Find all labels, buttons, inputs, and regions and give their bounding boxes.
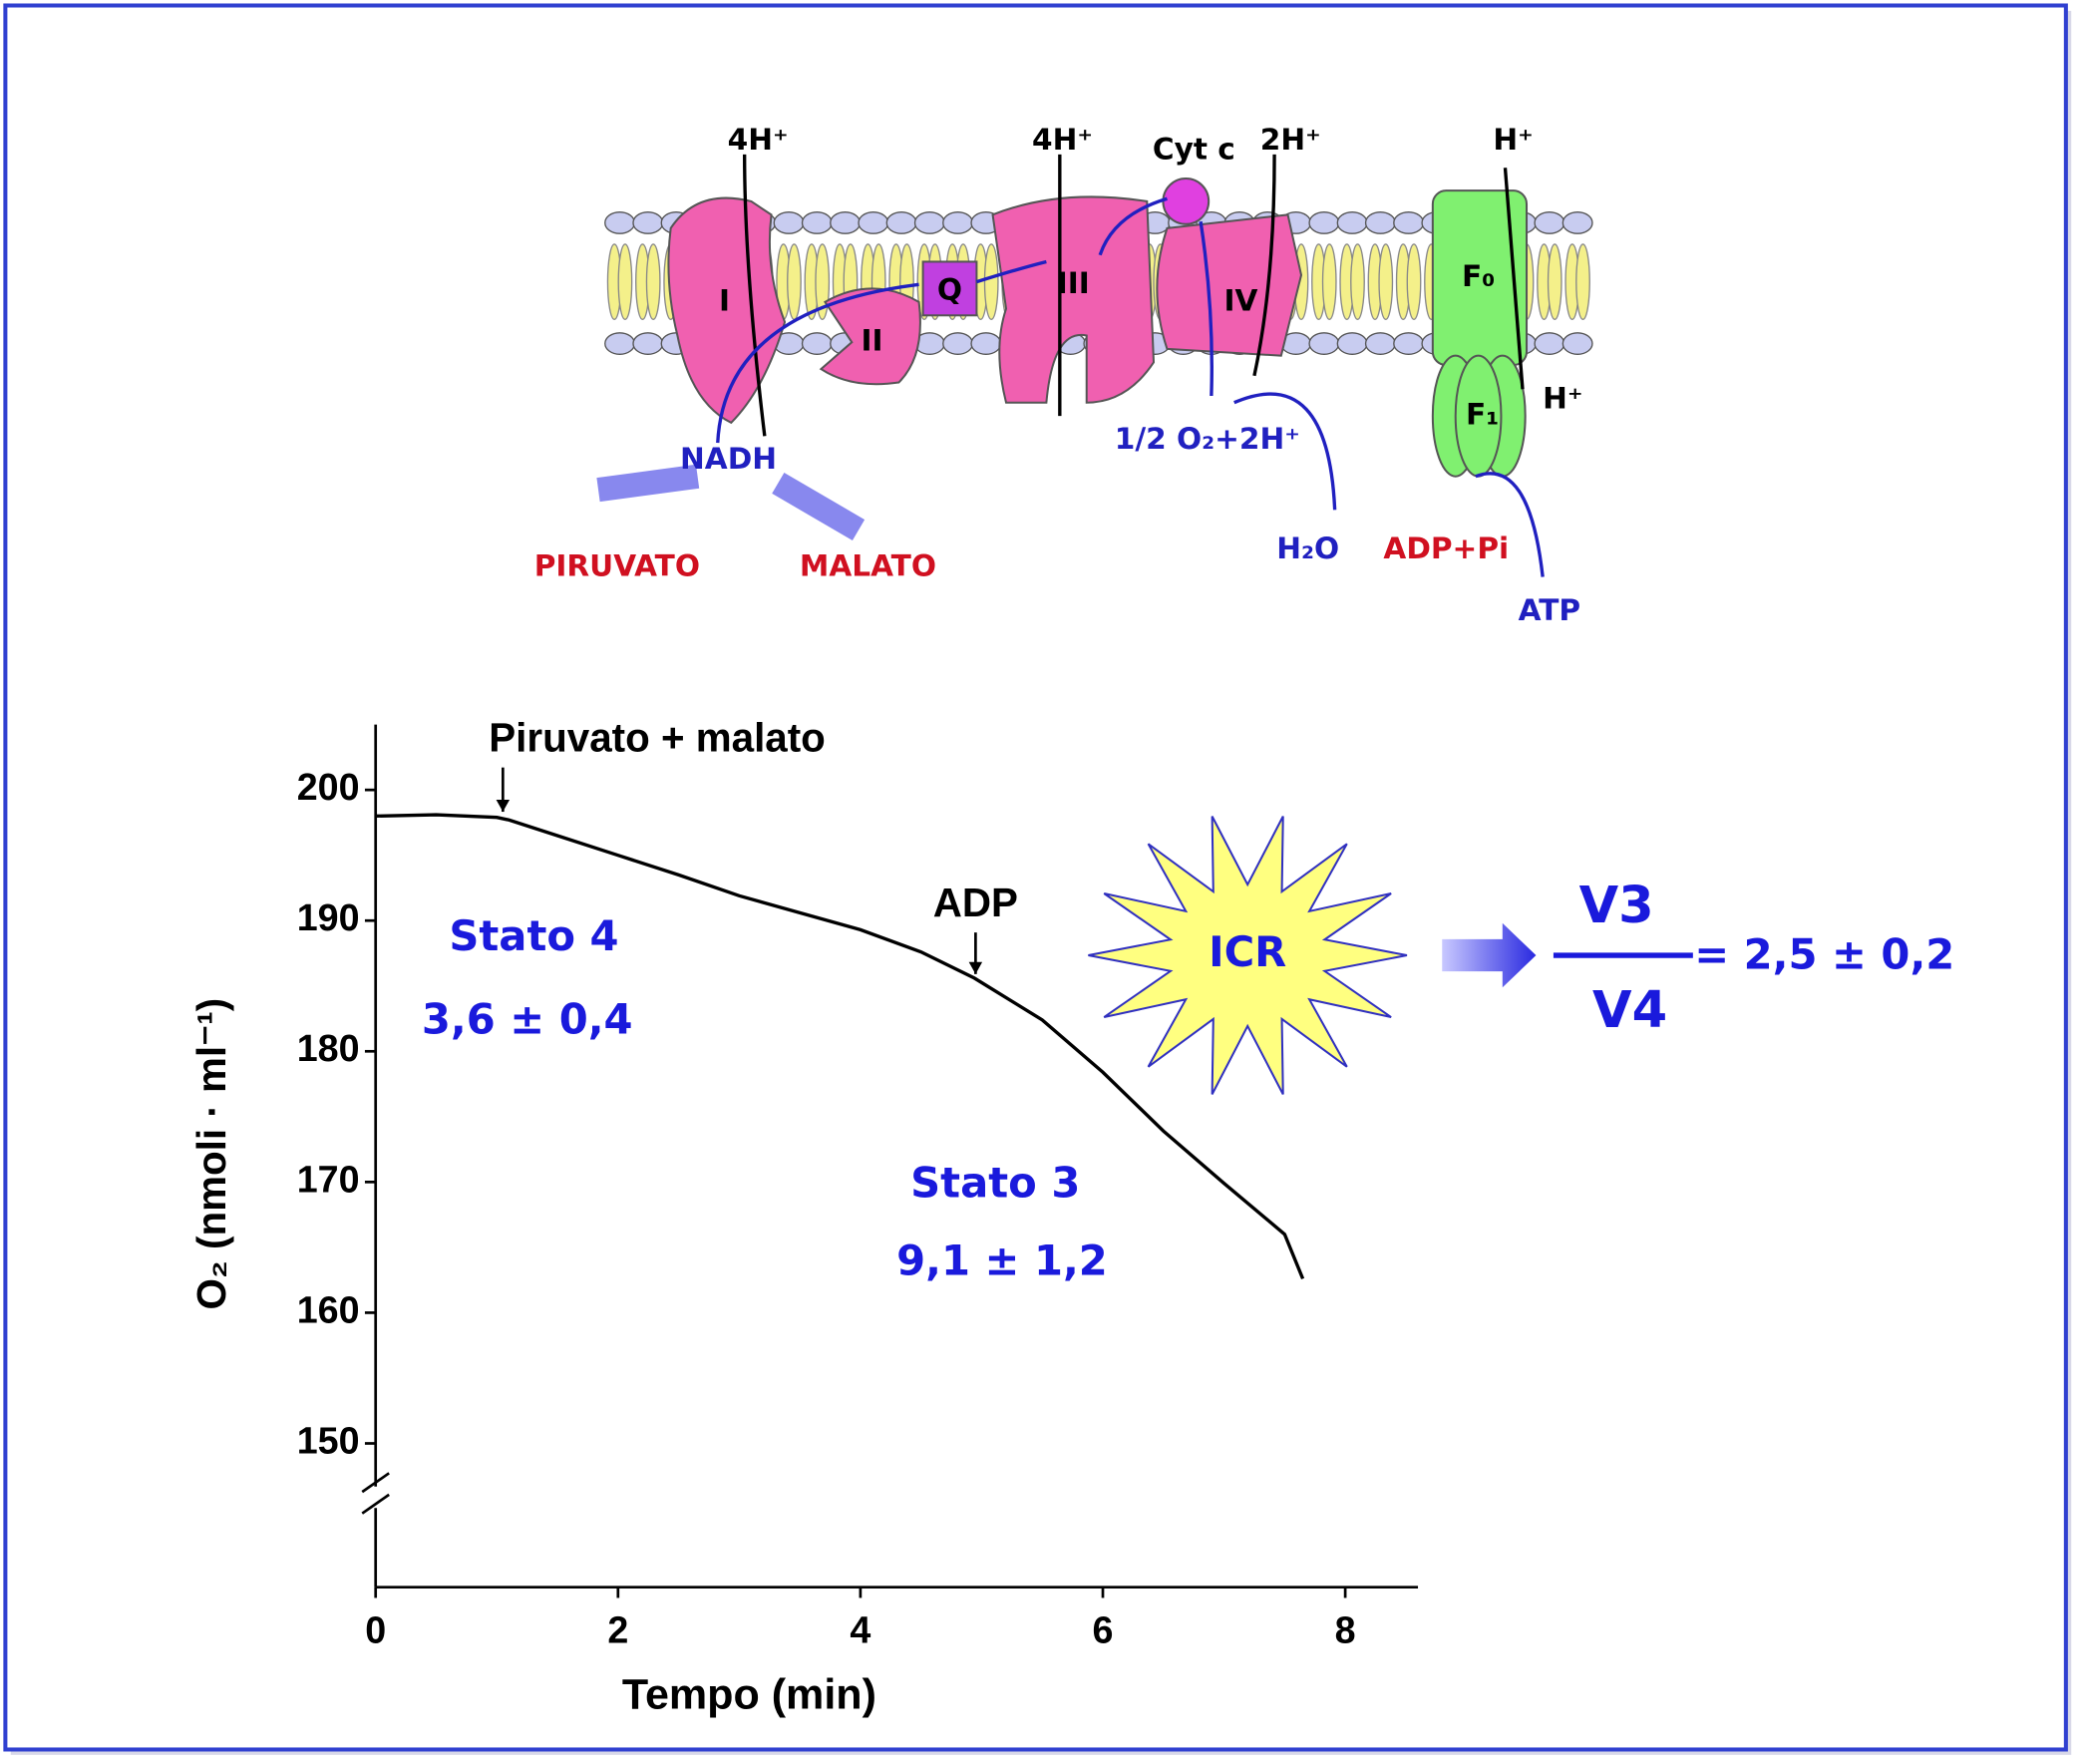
y-tick-label: 190 (297, 896, 360, 938)
diagram-label: 1/2 O₂+2H⁺ (1115, 422, 1300, 456)
proteins (667, 177, 1529, 478)
lipid-head (858, 211, 889, 234)
text-label: Stato 4 (449, 911, 618, 960)
lipid-head (1336, 332, 1368, 355)
y-tick-label: 160 (297, 1288, 360, 1330)
x-tick-label: 8 (1335, 1608, 1356, 1650)
text-label: 9,1 ± 1,2 (896, 1235, 1108, 1284)
x-tick-label: 4 (850, 1608, 870, 1650)
lipid-head (942, 332, 974, 355)
lipid-head (632, 332, 664, 355)
diagram-label: NADH (680, 442, 777, 476)
x-tick-label: 6 (1093, 1608, 1114, 1650)
lipid-head (1562, 332, 1593, 355)
diagram-label: 4H⁺ (728, 123, 789, 157)
lipid-tail (787, 243, 802, 320)
arrows (596, 154, 1545, 577)
y-tick-label: 170 (297, 1158, 360, 1200)
diagram-label: H₂O (1276, 531, 1339, 565)
lipid-head (830, 211, 862, 234)
lipid-tail (617, 243, 633, 320)
lipid-head (604, 332, 636, 355)
lipid-head (604, 211, 636, 234)
y-axis-label: O₂ (nmoli · ml⁻¹) (188, 998, 234, 1310)
lipid-tail (1575, 243, 1590, 320)
lipid-tail (645, 243, 661, 320)
diagram-label: I (719, 283, 730, 317)
block-arrow (1442, 922, 1537, 988)
lipid-head (1364, 332, 1396, 355)
diagram-label: III (1057, 266, 1090, 300)
y-tick-label: 200 (297, 766, 360, 808)
lipid-head (1393, 332, 1425, 355)
lipid-head (885, 211, 917, 234)
lipid-head (801, 211, 833, 234)
lipid-head (942, 211, 974, 234)
axis-break (361, 1472, 390, 1494)
lipid-head (801, 332, 833, 355)
x-tick-label: 0 (365, 1608, 386, 1650)
lipid-tail (1321, 243, 1337, 320)
lipid-head (1364, 211, 1396, 234)
annotation: ADP (933, 880, 1018, 925)
lipid-tail (1350, 243, 1365, 320)
axis-break (361, 1493, 390, 1515)
text-label: = 2,5 ± 0,2 (1694, 930, 1954, 979)
diagram-label: 2H⁺ (1260, 123, 1321, 157)
diagram-label: ADP+Pi (1383, 531, 1509, 565)
y-tick-label: 150 (297, 1419, 360, 1461)
lipid-head (632, 211, 664, 234)
lipid-head (1336, 211, 1368, 234)
chart: 150 160 170 180 190 200 0 2 4 6 8 Tempo (min) O₂ (nm… (188, 714, 1954, 1718)
lipid-tail (1547, 243, 1562, 320)
diagram-label: H⁺ (1493, 123, 1533, 157)
diagram-label: F₀ (1462, 259, 1495, 293)
lipid-head (1308, 211, 1340, 234)
text-label: 3,6 ± 0,4 (422, 994, 633, 1043)
diagram-label: IV (1224, 283, 1258, 317)
diagram-label: ATP (1519, 593, 1580, 627)
lipid-tail (1406, 243, 1422, 320)
diagram-label: PIRUVATO (534, 549, 700, 583)
y-tick-label: 180 (297, 1027, 360, 1069)
lipid-head (1534, 211, 1565, 234)
text-label: V3 (1579, 877, 1654, 935)
lipid-head (1393, 211, 1425, 234)
text-label: ICR (1209, 927, 1286, 976)
arrow-head (496, 799, 511, 813)
lipid-head (913, 211, 945, 234)
diagram-label: 4H⁺ (1032, 123, 1093, 157)
diagram-label: II (861, 324, 882, 358)
diagram-label: F₁ (1466, 398, 1499, 432)
data-line (375, 813, 1305, 1279)
arrow-head (968, 961, 983, 974)
diagram-label: Cyt c (1153, 132, 1235, 166)
lipid-head (1308, 332, 1340, 355)
text-label: V4 (1592, 981, 1667, 1040)
diagram-label: MALATO (800, 549, 936, 583)
starburst (1088, 816, 1408, 1095)
lipid-tail (983, 243, 999, 320)
diagram-label: H⁺ (1543, 382, 1582, 416)
annotation: Piruvato + malato (489, 714, 826, 760)
diagram-label: Q (937, 273, 962, 307)
x-tick-label: 2 (607, 1608, 628, 1650)
lipid-head (1534, 332, 1565, 355)
lipid-head (970, 332, 1002, 355)
lipid-head (773, 211, 805, 234)
text-label: Stato 3 (910, 1158, 1080, 1207)
lipid-tail (1378, 243, 1394, 320)
x-axis-label: Tempo (min) (622, 1670, 876, 1718)
lipid-head (1562, 211, 1593, 234)
